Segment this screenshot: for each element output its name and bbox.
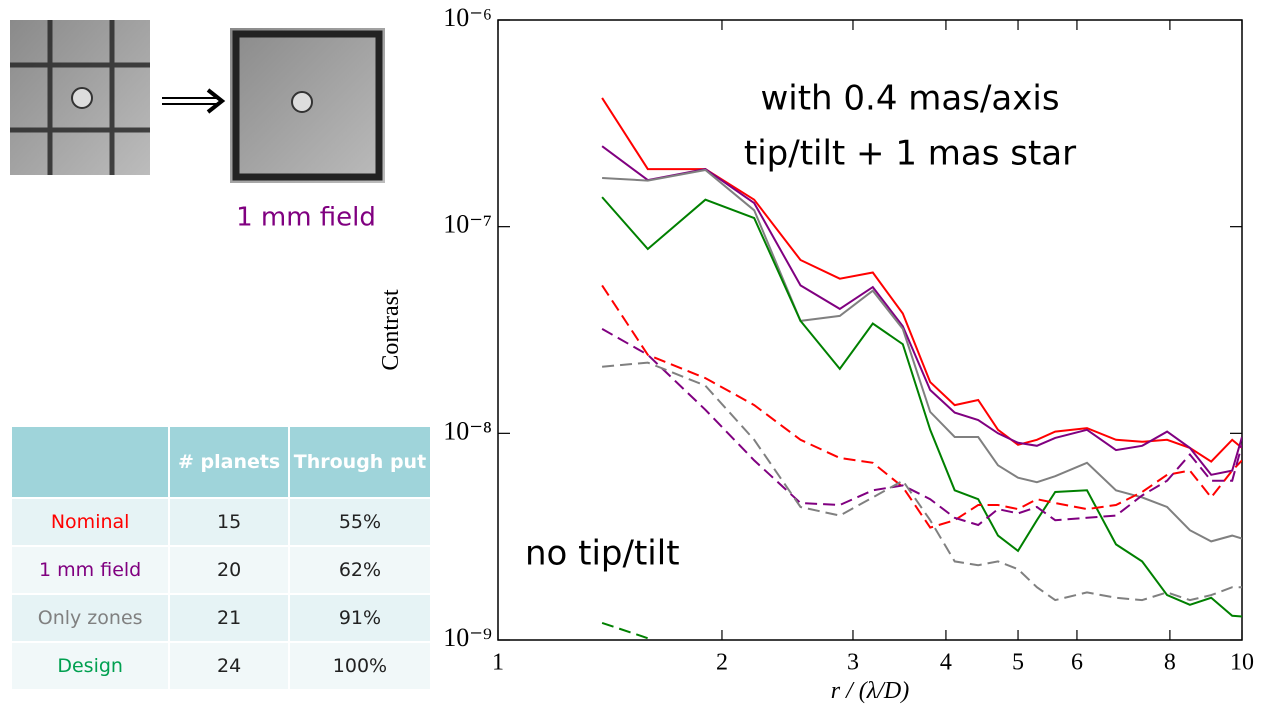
series-line	[602, 623, 648, 638]
x-tick-label: 1	[492, 650, 504, 676]
image-caption: 1 mm field	[236, 203, 376, 233]
table-cell: Nominal	[11, 498, 169, 546]
x-tick-label: 5	[1012, 650, 1024, 676]
table-cell: 21	[169, 594, 289, 642]
table-cell: 24	[169, 642, 289, 690]
series-line	[602, 329, 1242, 525]
series-line	[602, 170, 1242, 541]
slide: {"images": {"caption": "1 mm field"}, "t…	[0, 0, 1262, 712]
x-tick-label: 3	[847, 650, 859, 676]
arrow	[162, 90, 222, 112]
series-line	[602, 197, 1242, 616]
y-axis-label: Contrast	[378, 289, 404, 371]
thumbnail-before	[10, 20, 150, 175]
x-tick-label: 10	[1230, 650, 1254, 676]
thumbnail-after	[230, 28, 385, 183]
y-tick-label: 10⁻⁹	[443, 623, 492, 652]
header-cell: Through put	[289, 426, 431, 498]
annotation: no tip/tilt	[525, 534, 680, 574]
plot-lines	[602, 98, 1242, 638]
table-cell: Design	[11, 642, 169, 690]
series-line	[602, 146, 1242, 475]
table-cell: 20	[169, 546, 289, 594]
header-cell	[11, 426, 169, 498]
y-tick-label: 10⁻⁷	[443, 210, 492, 239]
table-cell: 100%	[289, 642, 431, 690]
table-cell: 1 mm field	[11, 546, 169, 594]
y-tick-label: 10⁻⁸	[443, 416, 492, 445]
table-cell: 15	[169, 498, 289, 546]
header-cell: # planets	[169, 426, 289, 498]
series-line	[602, 363, 1242, 600]
x-tick-label: 2	[716, 650, 728, 676]
annotation: with 0.4 mas/axis	[760, 79, 1059, 119]
table-cell: 91%	[289, 594, 431, 642]
table-cell: Only zones	[11, 594, 169, 642]
x-tick-label: 6	[1071, 650, 1083, 676]
annotation: tip/tilt + 1 mas star	[744, 134, 1076, 174]
x-axis-label: r / (λ/D)	[831, 678, 909, 704]
table-cell: 55%	[289, 498, 431, 546]
table-cell: 62%	[289, 546, 431, 594]
x-tick-label: 8	[1164, 650, 1176, 676]
x-tick-label: 4	[940, 650, 952, 676]
y-tick-label: 10⁻⁶	[443, 3, 492, 32]
